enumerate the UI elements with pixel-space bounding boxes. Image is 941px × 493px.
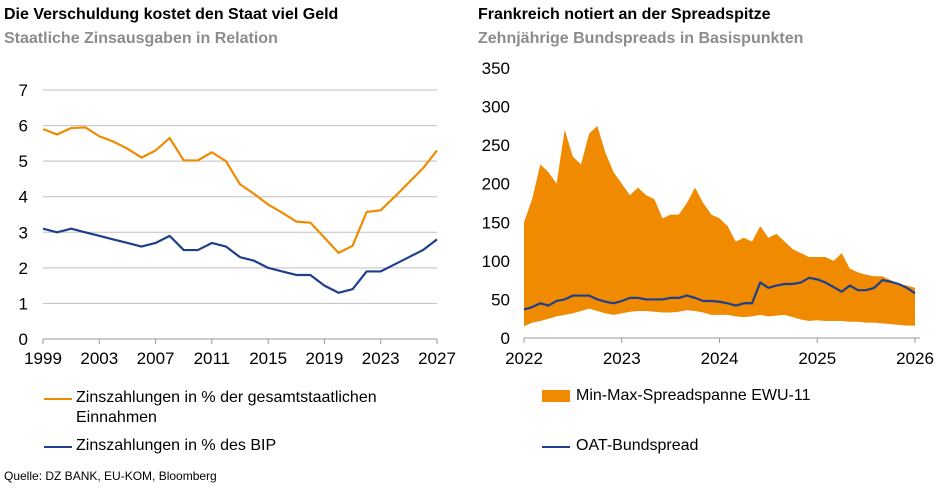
left-y-tick-label: 7 <box>19 81 28 100</box>
left-y-tick-label: 4 <box>19 188 28 207</box>
left-chart-subtitle: Staatliche Zinsausgaben in Relation <box>4 30 278 47</box>
left-x-tick-label: 2023 <box>362 349 400 368</box>
right-y-tick-label: 150 <box>482 213 510 232</box>
right-y-tick-label: 100 <box>482 252 510 271</box>
left-chart-title: Die Verschuldung kostet den Staat viel G… <box>4 6 339 23</box>
series-line-einnahmen <box>42 126 438 255</box>
right-y-tick-label: 350 <box>482 59 510 78</box>
right-x-tick-label: 2023 <box>603 349 641 368</box>
legend-label-oat: OAT-Bundspread <box>576 437 699 454</box>
right-y-tick-label: 0 <box>501 329 510 348</box>
legend-label-bip: Zinszahlungen in % des BIP <box>76 437 277 454</box>
left-y-tick-label: 6 <box>19 117 28 136</box>
right-chart-subtitle: Zehnjährige Bundspreads in Basispunkten <box>478 30 804 47</box>
right-x-tick-label: 2022 <box>505 349 543 368</box>
left-x-tick-label: 2007 <box>137 349 175 368</box>
legend-swatch-range <box>542 390 570 402</box>
left-y-tick-label: 1 <box>19 294 28 313</box>
right-chart-title: Frankreich notiert an der Spreadspitze <box>478 6 771 23</box>
right-y-tick-label: 50 <box>491 290 510 309</box>
right-x-tick-label: 2025 <box>798 349 836 368</box>
range-area-min-max <box>524 125 915 327</box>
right-y-tick-label: 250 <box>482 136 510 155</box>
legend-label-range: Min-Max-Spreadspanne EWU-11 <box>576 387 811 404</box>
left-y-tick-label: 0 <box>19 330 28 349</box>
legend-label-einnahmen: Zinszahlungen in % der gesamtstaatlichen… <box>76 389 377 426</box>
left-x-tick-label: 2003 <box>80 349 118 368</box>
left-x-tick-label: 2011 <box>194 349 231 368</box>
left-x-tick-label: 2019 <box>306 349 344 368</box>
left-x-tick-label: 2015 <box>249 349 287 368</box>
left-y-tick-label: 5 <box>19 152 28 171</box>
source-note: Quelle: DZ BANK, EU-KOM, Bloomberg <box>4 469 217 483</box>
right-y-tick-label: 300 <box>482 98 510 117</box>
right-x-tick-label: 2026 <box>896 349 934 368</box>
right-x-tick-label: 2024 <box>701 349 739 368</box>
series-line-bip <box>42 227 438 294</box>
right-y-tick-label: 200 <box>482 175 510 194</box>
legend-line-oat <box>542 446 570 448</box>
left-x-tick-label: 1999 <box>24 349 62 368</box>
left-y-tick-label: 2 <box>19 259 28 278</box>
legend-line-orange <box>44 398 72 400</box>
series-line-oat <box>523 276 916 311</box>
left-x-tick-label: 2027 <box>418 349 456 368</box>
left-y-tick-label: 3 <box>19 223 28 242</box>
legend-line-blue <box>44 446 72 448</box>
